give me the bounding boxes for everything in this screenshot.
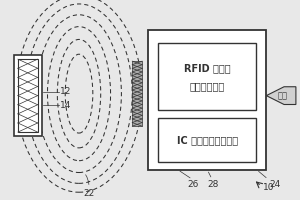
Bar xyxy=(132,61,142,126)
Text: 固定: 固定 xyxy=(278,91,288,100)
Text: 22: 22 xyxy=(83,189,94,198)
Bar xyxy=(158,43,256,110)
Bar xyxy=(148,30,266,170)
Text: 10: 10 xyxy=(263,183,275,192)
Bar xyxy=(158,118,256,162)
Text: 14: 14 xyxy=(60,101,72,110)
Text: RFID 传感器: RFID 传感器 xyxy=(184,63,230,73)
FancyArrow shape xyxy=(266,87,296,104)
Text: 24: 24 xyxy=(269,180,281,189)
Bar xyxy=(14,55,42,136)
Text: 12: 12 xyxy=(60,87,72,96)
Text: 复阴抗读取器: 复阴抗读取器 xyxy=(190,81,225,91)
Bar xyxy=(18,59,38,132)
Text: 26: 26 xyxy=(188,180,199,189)
Text: 28: 28 xyxy=(207,180,219,189)
Text: IC 存儲器芯片读取器: IC 存儲器芯片读取器 xyxy=(177,135,238,145)
